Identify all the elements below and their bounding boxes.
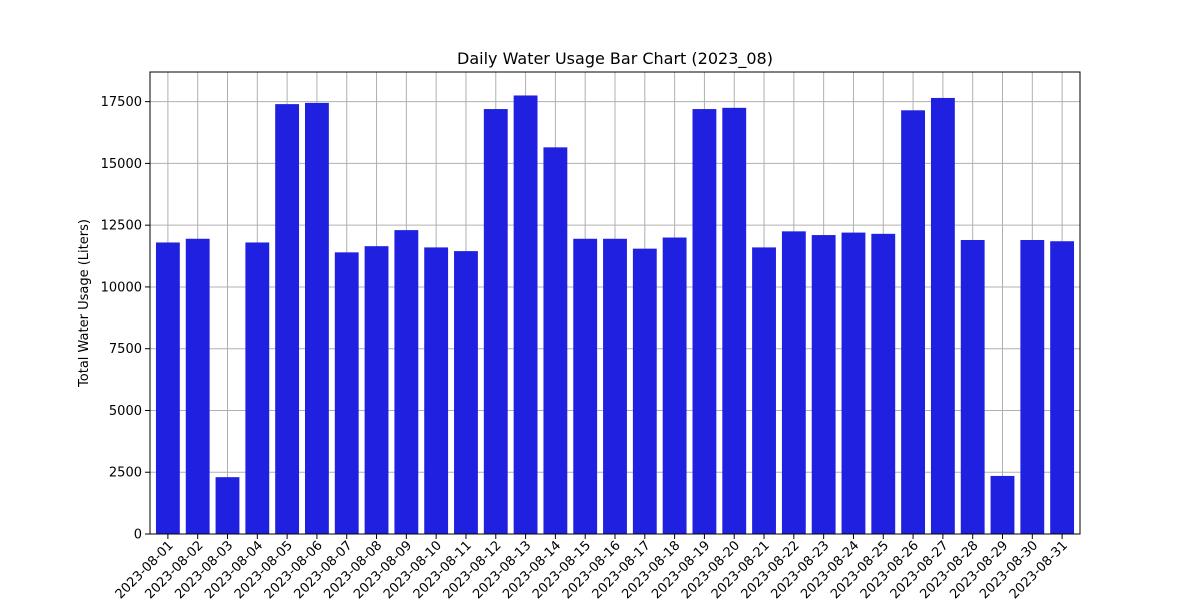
bar: [841, 232, 866, 534]
bar: [543, 147, 568, 534]
bar: [901, 110, 925, 534]
bar: [692, 109, 717, 534]
bar: [662, 237, 687, 534]
bar: [632, 248, 657, 534]
y-tick-label: 7500: [109, 342, 142, 357]
bar: [960, 240, 985, 534]
y-tick-label: 2500: [109, 466, 142, 481]
bar: [215, 477, 240, 534]
bar: [1050, 241, 1075, 534]
bar: [781, 231, 806, 534]
bar: [1020, 240, 1045, 534]
y-tick-label: 15000: [101, 157, 142, 172]
y-tick-label: 5000: [109, 404, 142, 419]
bar: [334, 252, 359, 534]
bar: [275, 104, 300, 534]
bar: [305, 102, 329, 534]
bar: [573, 238, 598, 534]
bar: [245, 242, 270, 534]
y-tick-label: 0: [134, 528, 142, 543]
bar: [364, 246, 389, 535]
bar: [871, 233, 896, 534]
bar: [990, 475, 1015, 534]
bar: [424, 247, 449, 535]
bar: [930, 97, 955, 535]
plot-area: 0250050007500100001250015000175002023-08…: [101, 71, 1081, 600]
y-axis-label: Total Water Usage (Liters): [77, 219, 92, 388]
bar: [394, 230, 419, 534]
y-tick-label: 12500: [101, 219, 142, 234]
bar: [483, 109, 508, 534]
bar: [811, 235, 836, 534]
bar: [513, 95, 538, 535]
y-tick-label: 17500: [101, 95, 142, 110]
chart-title: Daily Water Usage Bar Chart (2023_08): [457, 49, 773, 69]
y-tick-label: 10000: [101, 280, 142, 295]
bar: [752, 247, 776, 535]
bar: [722, 107, 747, 534]
bar: [185, 238, 210, 534]
bar: [454, 251, 478, 534]
bar: [603, 238, 627, 534]
bar: [155, 242, 180, 534]
